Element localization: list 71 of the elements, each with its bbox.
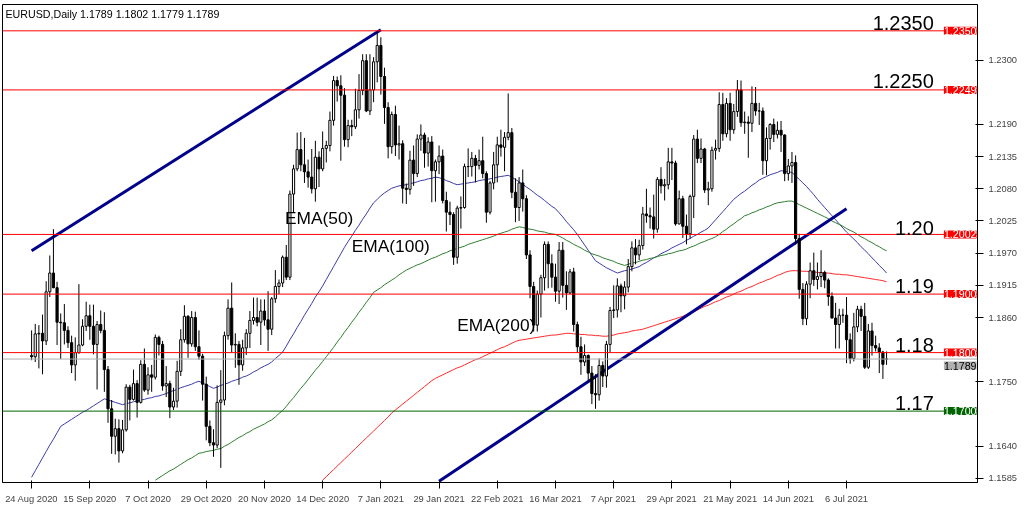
annotation: 1.2250: [872, 70, 934, 93]
x-tick-label: 15 Sep 2020: [63, 493, 117, 504]
y-tick-label: 1.2300: [988, 55, 1018, 66]
candlestick: [426, 136, 430, 168]
candlestick: [473, 154, 478, 183]
y-tick-label: 1.1860: [988, 312, 1018, 323]
candlestick: [30, 329, 34, 361]
chart-title: EURUSD,Daily 1.1789 1.1802 1.1779 1.1789: [5, 7, 220, 20]
ref-line-label: 1.1800: [943, 346, 977, 359]
x-tick-label: 16 Mar 2021: [529, 493, 582, 504]
line-series: [154, 200, 888, 481]
y-tick-label: 1.1585: [988, 473, 1018, 484]
annotation: 1.2350: [872, 11, 934, 34]
ref-line-label: 1.1900: [943, 288, 977, 301]
line-series: [322, 270, 888, 481]
candlestick: [62, 303, 66, 345]
candlestick: [266, 290, 270, 352]
candlestick: [477, 149, 481, 170]
ref-line-label: 1.2350: [943, 24, 977, 37]
annotation: 1.17: [894, 392, 934, 415]
candlestick: [546, 240, 550, 289]
candlestick: [37, 324, 41, 369]
candlestick: [368, 53, 372, 116]
annotation: 1.20: [894, 216, 934, 239]
candlestick: [131, 369, 136, 402]
x-tick-label: 21 May 2021: [703, 493, 758, 504]
x-tick-label: 22 Feb 2021: [471, 493, 524, 504]
x-tick-label: 29 Oct 2020: [180, 493, 232, 504]
ref-line-label: 1.2002: [943, 228, 977, 241]
x-tick-label: 20 Nov 2020: [237, 493, 291, 504]
candlestick: [117, 418, 121, 464]
candlestick: [819, 249, 823, 288]
series-label: EMA(100): [351, 236, 430, 257]
y-tick-label: 1.2135: [988, 151, 1018, 162]
candlestick: [619, 283, 623, 313]
ref-line-label: 1.2249: [943, 83, 977, 96]
y-tick-label: 1.1750: [988, 376, 1018, 387]
y-tick-label: 1.2025: [988, 215, 1018, 226]
candlestick: [470, 151, 474, 178]
candlestick: [302, 137, 307, 184]
candlestick: [502, 131, 507, 172]
candlestick: [837, 308, 841, 350]
candlestick: [666, 147, 670, 190]
x-tick-label: 14 Jun 2021: [762, 493, 815, 504]
candlestick: [255, 297, 259, 327]
candlestick: [259, 298, 263, 346]
x-tick-label: 24 Aug 2020: [5, 493, 58, 504]
x-tick-label: 29 Apr 2021: [646, 493, 697, 504]
x-tick-label: 7 Jan 2021: [357, 493, 404, 504]
x-tick-label: 14 Dec 2020: [296, 493, 350, 504]
y-tick-label: 1.1915: [988, 280, 1018, 291]
candlestick: [146, 366, 150, 396]
x-tick-label: 6 Jul 2021: [825, 493, 869, 504]
y-tick-label: 1.2080: [988, 183, 1018, 194]
candlestick: [633, 238, 638, 265]
annotation: 1.18: [894, 333, 934, 356]
candlestick: [317, 150, 321, 188]
y-tick-label: 1.1970: [988, 248, 1018, 259]
annotation: 1.19: [894, 275, 934, 298]
x-tick-label: 7 Oct 2020: [125, 493, 171, 504]
ref-line-label: 1.1789: [943, 359, 977, 372]
candlestick: [877, 342, 881, 374]
candlestick: [91, 304, 96, 355]
y-tick-label: 1.1640: [988, 441, 1018, 452]
ref-line-label: 1.1700: [943, 405, 977, 418]
x-tick-label: 29 Jan 2021: [413, 493, 465, 504]
candlestick: [615, 277, 619, 319]
x-tick-label: 7 Apr 2021: [590, 493, 636, 504]
candlestick: [812, 252, 816, 287]
candlestick: [310, 148, 314, 194]
y-tick-label: 1.2190: [988, 119, 1018, 130]
